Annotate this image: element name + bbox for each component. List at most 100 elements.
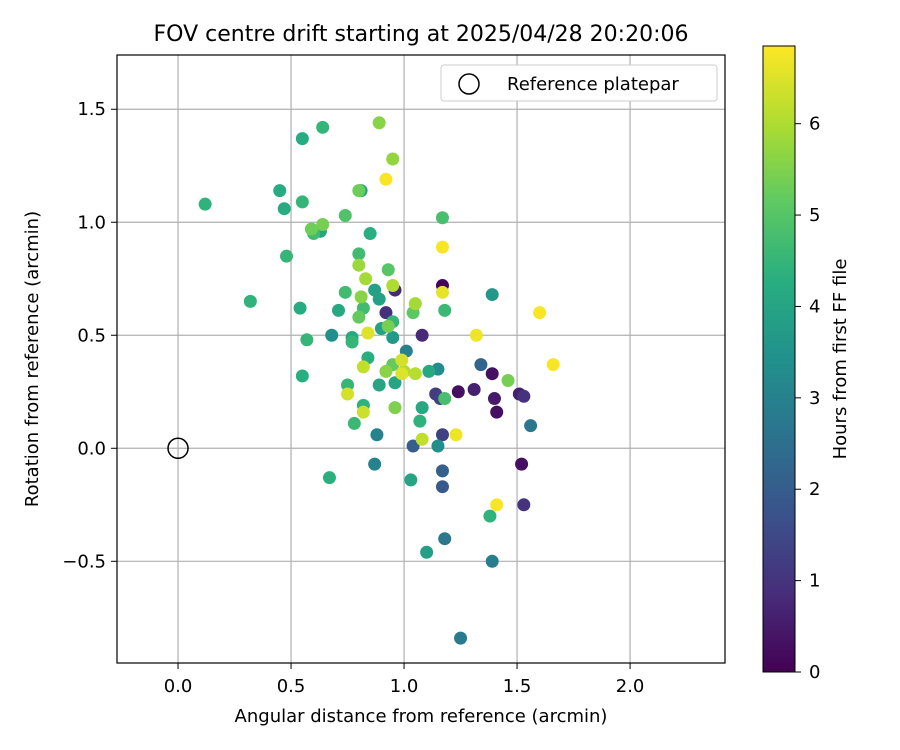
data-point [451, 385, 465, 399]
data-point [372, 378, 386, 392]
data-point [381, 319, 395, 333]
data-point [352, 310, 366, 324]
data-point [295, 132, 309, 146]
data-point [386, 279, 400, 293]
data-point [515, 457, 529, 471]
data-point [243, 294, 257, 308]
data-point [533, 306, 547, 320]
data-point [449, 428, 463, 442]
data-point [435, 211, 449, 225]
data-point [438, 532, 452, 546]
colorbar-gradient [762, 45, 796, 673]
data-point [415, 432, 429, 446]
data-point [474, 358, 488, 372]
data-point [322, 471, 336, 485]
data-point [406, 439, 420, 453]
data-point [386, 152, 400, 166]
data-point [280, 249, 294, 263]
data-point [332, 303, 346, 317]
data-point [388, 376, 402, 390]
data-point [295, 369, 309, 383]
data-point [487, 392, 501, 406]
data-point [546, 358, 560, 372]
data-point [422, 364, 436, 378]
y-tick-label: 0.0 [77, 438, 106, 459]
legend-marker-icon [458, 73, 480, 95]
x-tick-label: 1.5 [503, 676, 532, 697]
y-tick-label: 1.5 [77, 99, 106, 120]
data-point [415, 401, 429, 415]
data-point [438, 392, 452, 406]
x-axis-ticks: 0.0 0.5 1.0 1.5 2.0 [164, 663, 645, 697]
data-point [379, 306, 393, 320]
y-axis-ticks: −0.5 0.0 0.5 1.0 1.5 [62, 99, 117, 572]
colorbar-tick-label: 4 [809, 296, 820, 317]
legend-box [440, 64, 718, 102]
data-point [395, 367, 409, 381]
data-point [469, 328, 483, 342]
x-tick-label: 0.0 [164, 676, 193, 697]
data-point [438, 303, 452, 317]
data-point [415, 328, 429, 342]
data-point [338, 208, 352, 222]
colorbar-tick-label: 5 [809, 205, 820, 226]
scatter-points [198, 116, 560, 645]
colorbar-label: Hours from first FF file [830, 259, 851, 460]
data-point [435, 464, 449, 478]
data-point [435, 240, 449, 254]
data-point [341, 378, 355, 392]
data-point [379, 172, 393, 186]
data-point [356, 405, 370, 419]
data-point [517, 389, 531, 403]
data-point [277, 202, 291, 216]
data-point [517, 498, 531, 512]
data-point [413, 414, 427, 428]
data-point [354, 290, 368, 304]
legend: Reference platepar [440, 64, 718, 102]
data-point [435, 285, 449, 299]
data-point [485, 288, 499, 302]
data-point [435, 428, 449, 442]
data-point [361, 326, 375, 340]
data-point [454, 631, 468, 645]
y-tick-label: −0.5 [62, 551, 106, 572]
reference-marker [167, 437, 189, 460]
colorbar-ticks: 0 1 2 3 4 5 6 [795, 114, 820, 683]
x-axis-label: Angular distance from reference (arcmin) [235, 706, 608, 727]
colorbar: 0 1 2 3 4 5 6 Hours from first FF file [762, 45, 851, 683]
data-point [338, 285, 352, 299]
data-point [386, 331, 400, 345]
data-point [490, 405, 504, 419]
data-point [347, 416, 361, 430]
x-tick-label: 1.0 [390, 676, 419, 697]
data-point [345, 335, 359, 349]
data-point [431, 439, 445, 453]
x-tick-label: 0.5 [277, 676, 306, 697]
colorbar-tick-label: 1 [809, 571, 820, 592]
data-point [295, 195, 309, 209]
legend-label: Reference platepar [507, 74, 679, 95]
data-point [435, 480, 449, 494]
data-point [341, 387, 355, 401]
y-tick-label: 0.5 [77, 325, 106, 346]
data-point [352, 184, 366, 198]
data-point [501, 373, 515, 387]
colorbar-tick-label: 6 [809, 114, 820, 135]
data-point [352, 247, 366, 261]
y-tick-label: 1.0 [77, 212, 106, 233]
data-point [359, 272, 373, 286]
data-point [316, 218, 330, 232]
data-point [304, 222, 318, 236]
data-point [467, 383, 481, 397]
x-tick-label: 2.0 [616, 676, 645, 697]
data-point [293, 301, 307, 315]
data-point [483, 509, 497, 523]
data-point [404, 473, 418, 487]
data-point [408, 297, 422, 311]
y-axis-label: Rotation from reference (arcmin) [22, 211, 43, 507]
data-point [368, 457, 382, 471]
data-point [485, 554, 499, 568]
data-point [408, 367, 422, 381]
data-point [381, 263, 395, 277]
